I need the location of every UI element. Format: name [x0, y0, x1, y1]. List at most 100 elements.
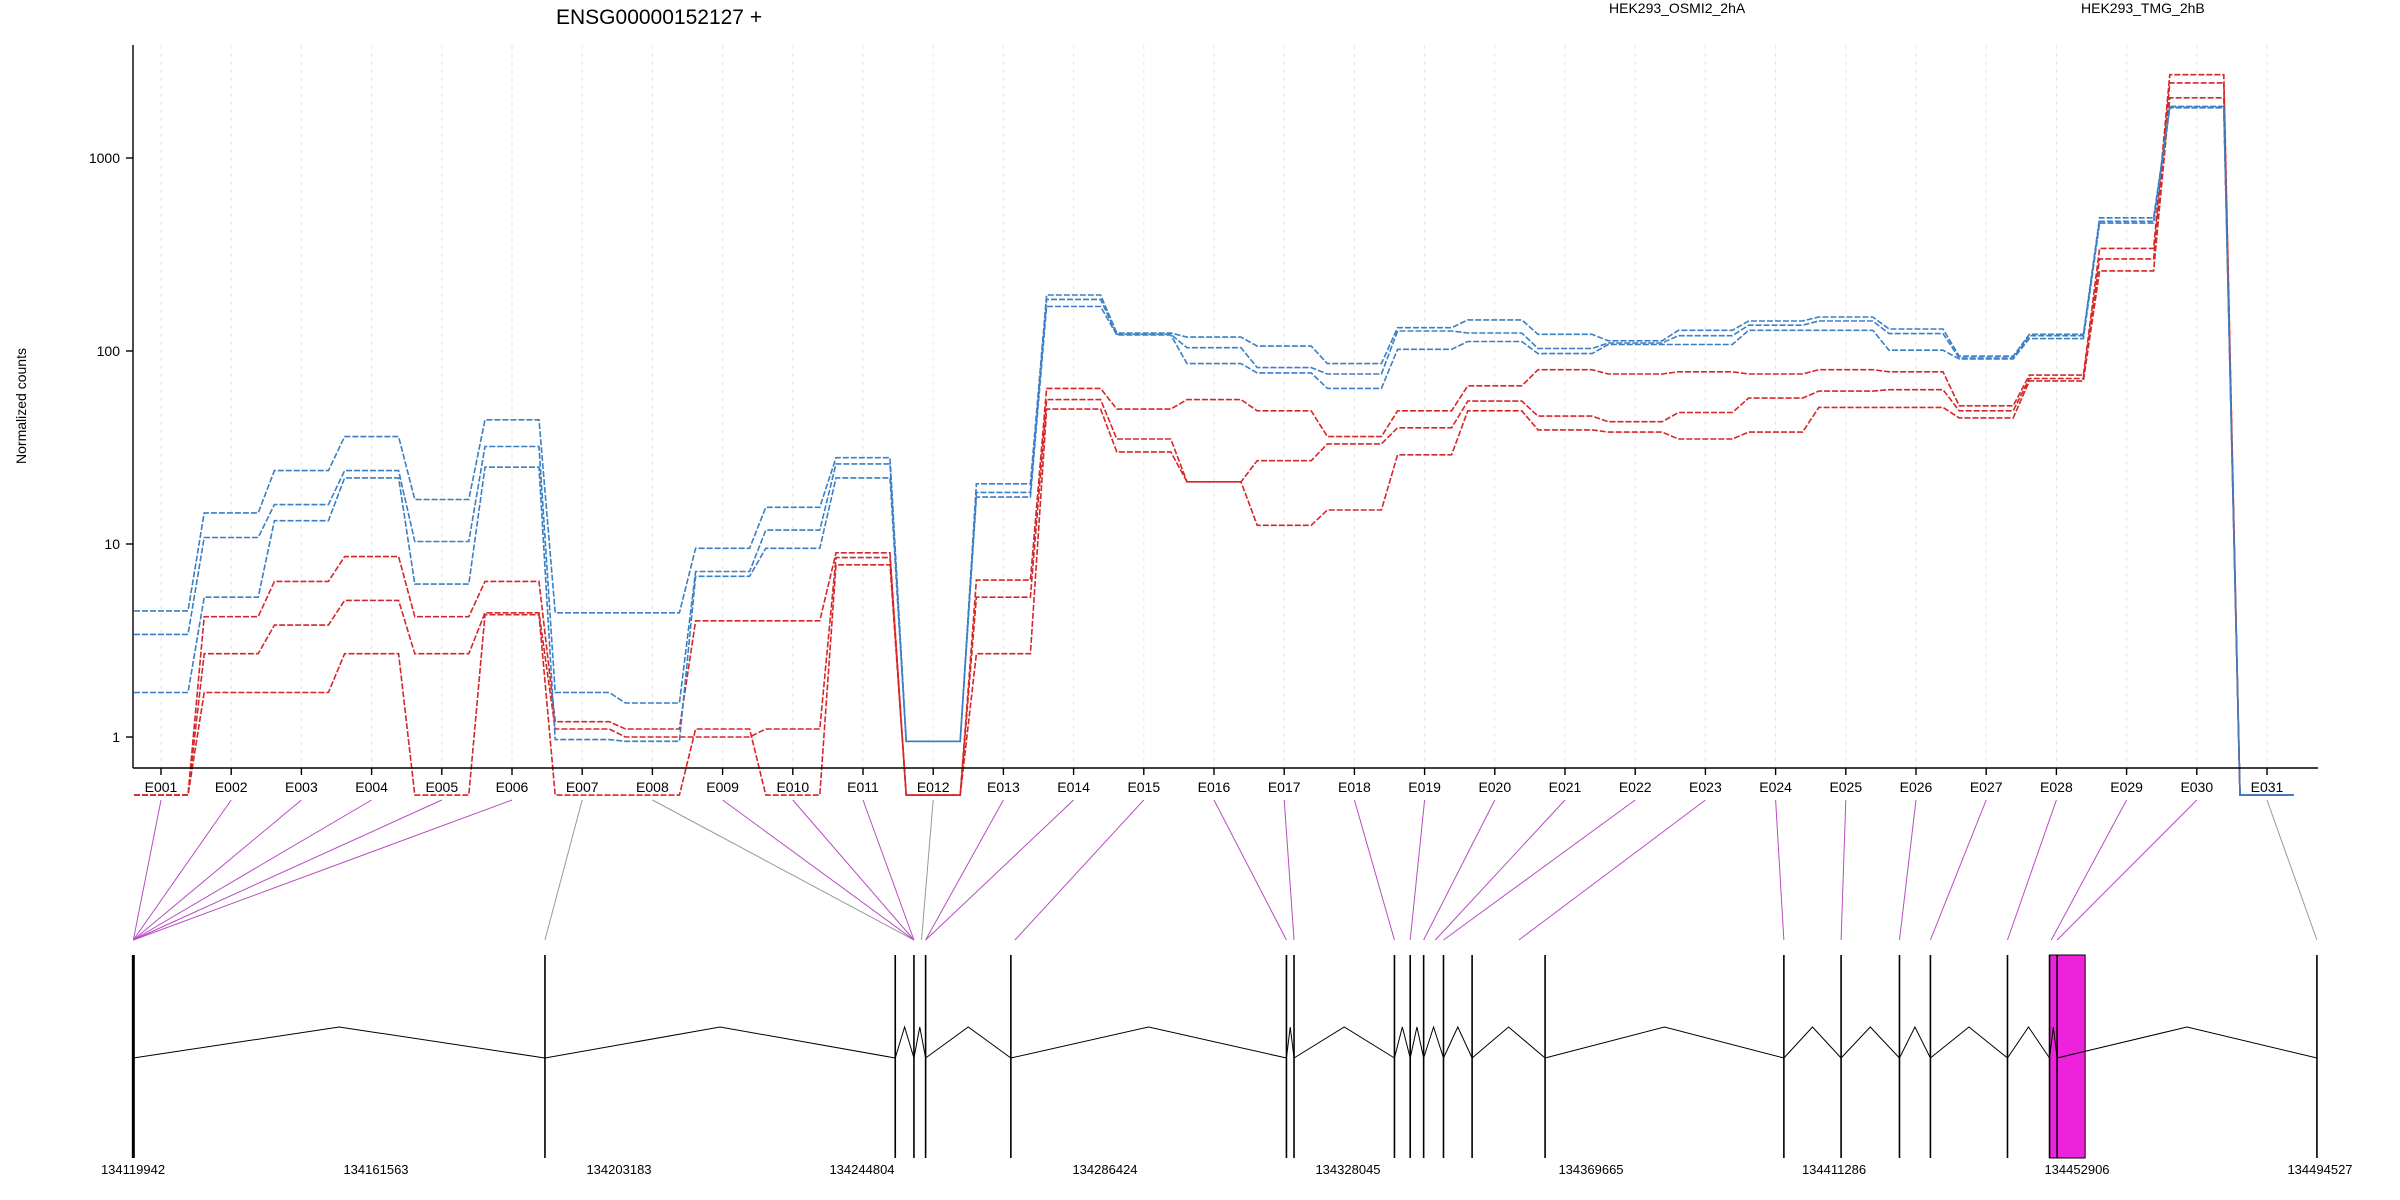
- series-line-4: [134, 105, 2294, 796]
- coordinate-label-4: 134244804: [829, 1162, 894, 1177]
- bin-link-e027: [1929, 799, 1987, 941]
- intron-7: [1285, 1026, 1295, 1059]
- x-tick-label-e021: E021: [1549, 779, 1582, 795]
- x-tick-label-e012: E012: [917, 779, 950, 795]
- x-tick-label-e002: E002: [215, 779, 248, 795]
- bin-link-e025: [1840, 799, 1847, 941]
- gene-model: [131, 954, 2318, 1159]
- series-line-2: [134, 82, 2294, 796]
- x-tick-label-e004: E004: [355, 779, 388, 795]
- bin-link-e020: [1423, 799, 1496, 941]
- x-tick-label-e027: E027: [1970, 779, 2003, 795]
- bin-link-e003: [133, 799, 302, 941]
- intron-14: [1544, 1026, 1784, 1059]
- series-line-5: [134, 106, 2294, 796]
- bin-link-e015: [1014, 799, 1145, 941]
- intron-11: [1423, 1025, 1444, 1059]
- gridlines: [160, 45, 2268, 768]
- bin-link-e028: [2007, 799, 2057, 941]
- intron-2: [544, 1026, 896, 1059]
- intron-5: [925, 1026, 1012, 1059]
- bin-link-e017: [1283, 799, 1295, 941]
- coordinate-label-2: 134161563: [343, 1162, 408, 1177]
- x-tick-label-e011: E011: [847, 779, 879, 795]
- coordinate-label-3: 134203183: [586, 1162, 651, 1177]
- series-line-6: [134, 107, 2294, 796]
- bin-link-e007: [544, 799, 583, 941]
- intron-21: [2056, 1026, 2318, 1059]
- x-tick-label-e018: E018: [1338, 779, 1371, 795]
- coordinate-label-10: 134494527: [2287, 1162, 2352, 1177]
- intron-9: [1393, 1026, 1411, 1059]
- x-tick-label-e028: E028: [2040, 779, 2073, 795]
- intron-12: [1443, 1025, 1473, 1059]
- x-tick-label-e013: E013: [987, 779, 1020, 795]
- bin-link-e014: [925, 799, 1074, 941]
- x-tick-label-e008: E008: [636, 779, 669, 795]
- intron-17: [1899, 1025, 1931, 1059]
- x-tick-label-e017: E017: [1268, 779, 1301, 795]
- x-tick-label-e007: E007: [566, 779, 599, 795]
- x-tick-label-e010: E010: [776, 779, 809, 795]
- y-tick-label-1000: 1000: [89, 150, 120, 166]
- x-tick-label-e031: E031: [2251, 779, 2284, 795]
- bin-link-e016: [1213, 799, 1287, 941]
- x-tick-label-e026: E026: [1900, 779, 1933, 795]
- y-tick-label-1: 1: [112, 729, 120, 745]
- bin-link-e023: [1518, 799, 1706, 941]
- y-axis-ticks: 1 10 100 1000: [89, 150, 133, 745]
- bin-link-e018: [1353, 799, 1395, 941]
- legend-entry-group-1: HEK293_OSMI2_2hA: [1609, 0, 1746, 16]
- bin-link-e019: [1409, 799, 1426, 941]
- bin-link-e022: [1443, 799, 1636, 941]
- y-axis-label: Normalized counts: [13, 348, 29, 464]
- intron-18: [1930, 1026, 2008, 1059]
- x-tick-label-e019: E019: [1408, 779, 1441, 795]
- intron-6: [1010, 1026, 1287, 1059]
- intron-4: [913, 1026, 927, 1059]
- coordinate-label-6: 134328045: [1315, 1162, 1380, 1177]
- coordinate-label-5: 134286424: [1072, 1162, 1137, 1177]
- x-tick-label-e015: E015: [1127, 779, 1160, 795]
- intron-19: [2007, 1026, 2050, 1059]
- x-tick-label-e016: E016: [1198, 779, 1231, 795]
- bin-link-e031: [2266, 799, 2318, 941]
- y-tick-label-100: 100: [97, 343, 121, 359]
- bin-link-e029: [2050, 799, 2128, 941]
- x-tick-label-e030: E030: [2180, 779, 2213, 795]
- x-tick-label-e024: E024: [1759, 779, 1792, 795]
- intron-20: [2049, 1026, 2058, 1059]
- coordinate-label-8: 134411286: [1802, 1162, 1866, 1177]
- x-tick-label-e001: E001: [145, 779, 178, 795]
- bin-link-e026: [1898, 799, 1917, 941]
- bin-link-e013: [925, 799, 1004, 941]
- x-tick-label-e005: E005: [425, 779, 458, 795]
- genomic-coordinate-labels: 134119942 134161563 134203183 134244804 1342…: [101, 1162, 2353, 1177]
- series-line-3: [134, 97, 2294, 796]
- bin-link-e011: [862, 799, 915, 941]
- bin-link-e004: [133, 799, 372, 941]
- coordinate-label-1: 134119942: [101, 1162, 165, 1177]
- x-tick-label-e029: E029: [2110, 779, 2143, 795]
- bin-link-e009: [722, 799, 915, 941]
- y-tick-label-10: 10: [104, 536, 120, 552]
- bin-link-e012: [921, 799, 934, 941]
- x-tick-label-e006: E006: [496, 779, 529, 795]
- x-tick-label-e020: E020: [1478, 779, 1511, 795]
- x-tick-label-e009: E009: [706, 779, 739, 795]
- legend-entry-group-2: HEK293_TMG_2hB: [2081, 0, 2205, 16]
- bin-link-e006: [133, 799, 513, 941]
- intron-13: [1471, 1026, 1546, 1059]
- intron-3: [894, 1025, 915, 1059]
- bin-link-e008: [652, 799, 915, 941]
- series-line-1: [134, 73, 2294, 796]
- coordinate-label-7: 134369665: [1558, 1162, 1623, 1177]
- bin-link-e024: [1775, 799, 1785, 941]
- intron-1: [133, 1026, 546, 1059]
- bin-link-e030: [2056, 799, 2198, 941]
- intron-10: [1409, 1026, 1425, 1059]
- x-axis-ticks: E001 E002 E003 E004 E005 E006 E007 E008 E009 E010…: [145, 768, 2284, 795]
- x-tick-label-e003: E003: [285, 779, 318, 795]
- bin-link-e021: [1434, 799, 1566, 941]
